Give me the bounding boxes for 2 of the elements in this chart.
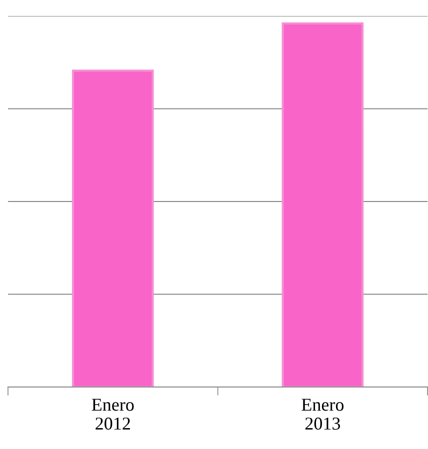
x-tick-label: Enero 2013: [302, 398, 344, 430]
x-tick-label: Enero 2012: [92, 398, 134, 430]
